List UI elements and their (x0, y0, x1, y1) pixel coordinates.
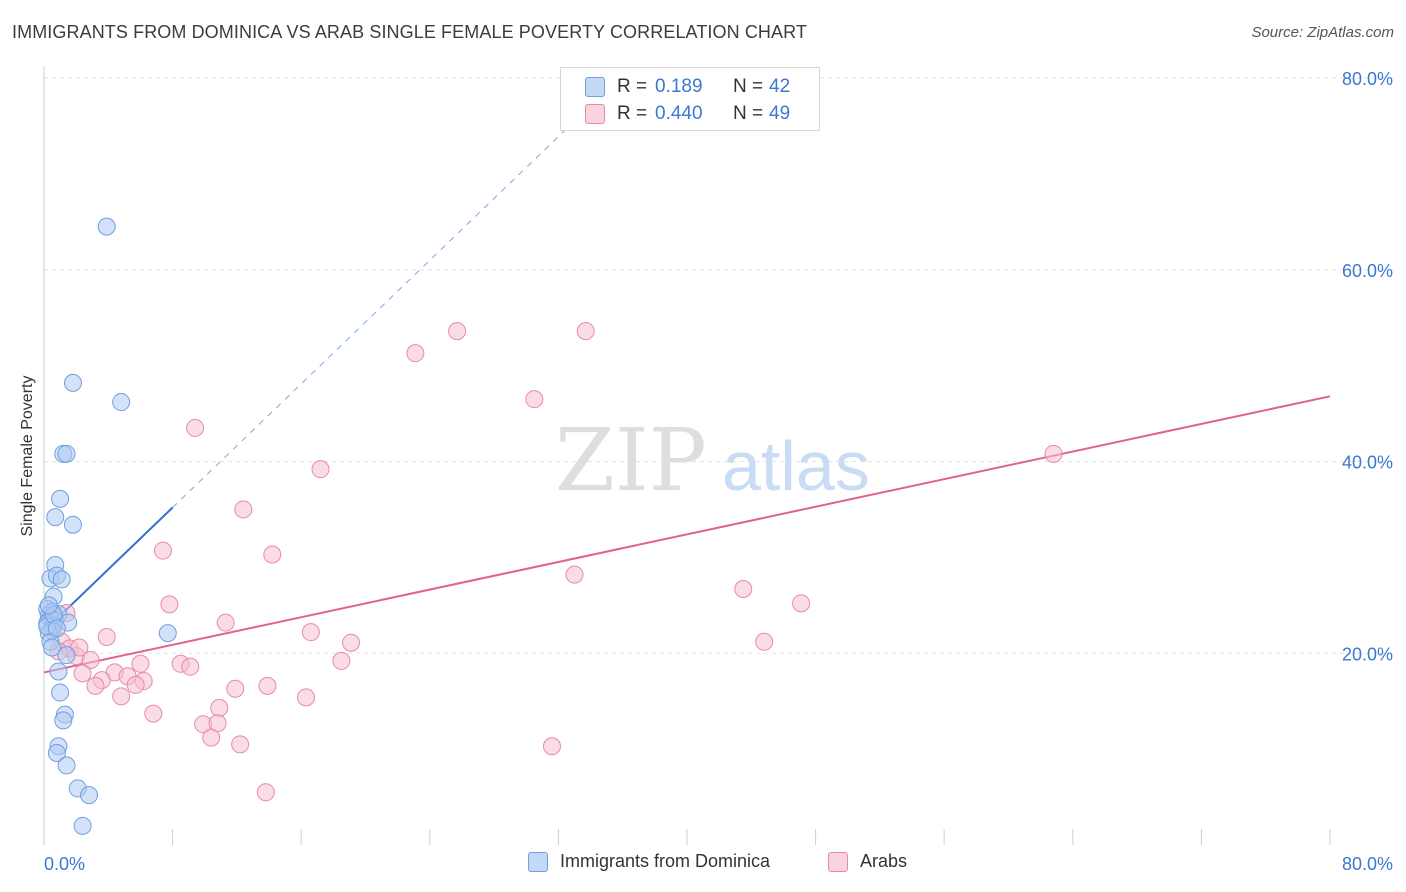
arab-point (153, 541, 172, 560)
arab-point (565, 565, 584, 584)
arab-point (226, 679, 245, 698)
chart-title: IMMIGRANTS FROM DOMINICA VS ARAB SINGLE … (12, 22, 807, 42)
arab-point (144, 704, 163, 723)
arab-point (97, 627, 116, 646)
bottom-legend-arabs: Arabs (828, 851, 907, 872)
legend-swatch-dominica (585, 77, 605, 97)
legend-n-value: 42 (769, 76, 791, 97)
dominica-point (57, 756, 76, 775)
dominica-point (158, 624, 177, 643)
arab-point (792, 594, 811, 613)
legend-row-arabs: R = 0.440 N = 49 (561, 101, 790, 127)
arab-point (112, 687, 131, 706)
arab-point (755, 632, 774, 651)
legend-r-label: R = (617, 103, 648, 124)
dominica-point (54, 711, 73, 730)
arab-point (186, 418, 205, 437)
watermark-zip: ZIP (555, 411, 707, 511)
y-tick-label: 20.0% (1342, 644, 1393, 664)
arab-point (256, 783, 275, 802)
arab-point (86, 676, 105, 695)
dominica-point (63, 373, 82, 392)
grid-layer (44, 77, 1392, 654)
legend-row-dominica: R = 0.189 N = 42 (561, 74, 790, 100)
arab-point (202, 728, 221, 747)
x-tick-label: 0.0% (44, 854, 85, 874)
legend-r-value: 0.189 (655, 76, 703, 97)
arab-point (81, 650, 100, 669)
x-tick-label: 80.0% (1342, 854, 1393, 874)
bottom-legend-swatch-arabs (828, 851, 848, 872)
dominica-point (97, 217, 116, 236)
arab-point (332, 651, 351, 670)
dominica-trend-extension (172, 120, 575, 508)
arab-trend-line (43, 395, 1331, 674)
dominica-point (46, 508, 65, 527)
dominica-point (39, 596, 58, 615)
legend-r-label: R = (617, 76, 648, 97)
arab-point (406, 344, 425, 363)
arab-point (210, 698, 229, 717)
watermark-atlas: atlas (722, 427, 870, 505)
legend-swatch-arabs (585, 104, 605, 124)
arab-point (131, 654, 150, 673)
bottom-legend-dominica: Immigrants from Dominica (528, 851, 770, 872)
arab-point (342, 633, 361, 652)
arab-point (576, 322, 595, 341)
arab-point (258, 676, 277, 695)
arab-point (525, 390, 544, 409)
dominica-point (57, 646, 76, 665)
arab-point (734, 580, 753, 599)
dominica-point (73, 816, 92, 835)
correlation-legend: R = 0.189 N = 42 R = 0.440 N = 49 (560, 67, 820, 131)
arab-point (311, 460, 330, 479)
dominica-point (112, 393, 131, 412)
dominica-point (52, 570, 71, 589)
arab-point (1044, 444, 1063, 463)
y-tick-label: 60.0% (1342, 261, 1393, 281)
dominica-point (57, 444, 76, 463)
legend-r-value: 0.440 (655, 103, 703, 124)
bottom-legend-swatch-dominica (528, 851, 548, 872)
arab-point (297, 688, 316, 707)
arab-point (126, 675, 145, 694)
dominica-point (51, 489, 70, 508)
legend-n-label: N = (733, 103, 764, 124)
y-tick-label: 80.0% (1342, 69, 1393, 89)
source-label: Source: ZipAtlas.com (1251, 24, 1394, 41)
dominica-point (47, 743, 66, 762)
arab-point (448, 322, 467, 341)
dominica-point (49, 662, 68, 681)
axes-layer: 20.0% 40.0% 60.0% 80.0% 0.0% 80.0% (43, 66, 1393, 874)
legend-n-value: 49 (769, 103, 791, 124)
dominica-point (63, 515, 82, 534)
legend-n-label: N = (733, 76, 764, 97)
arab-point (263, 545, 282, 564)
dominica-point (47, 619, 66, 638)
arab-point (234, 500, 253, 519)
y-tick-label: 40.0% (1342, 453, 1393, 473)
arab-point (160, 595, 179, 614)
trend-layer (43, 120, 1331, 674)
bottom-legend-label-arabs: Arabs (860, 851, 908, 871)
bottom-legend-label-dominica: Immigrants from Dominica (560, 851, 771, 871)
arab-point (73, 664, 92, 683)
arab-point (181, 657, 200, 676)
dominica-point (51, 683, 70, 702)
dominica-point (80, 786, 99, 805)
arab-point (231, 735, 250, 754)
arab-point (216, 613, 235, 632)
watermark: ZIP atlas (555, 411, 870, 511)
points-layer (38, 217, 1063, 835)
arab-point (301, 623, 320, 642)
arab-point (542, 737, 561, 756)
dominica-point (43, 638, 62, 657)
